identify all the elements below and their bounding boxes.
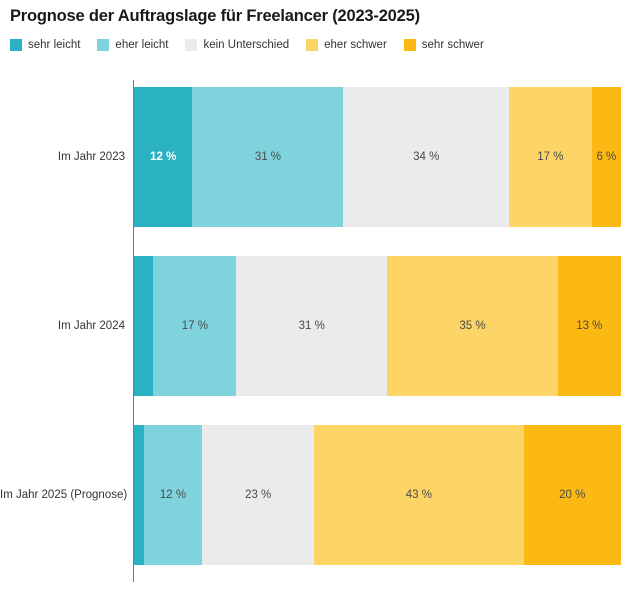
bar-segment: 35 % (387, 256, 558, 396)
bar-value-label: 17 % (181, 320, 208, 332)
bar-value-label: 31 % (298, 320, 325, 332)
category-label: Im Jahr 2025 (Prognose) (0, 489, 128, 501)
bar-segment: 23 % (202, 425, 315, 565)
bar-rows: Im Jahr 2023 12 % 31 % 34 % 17 % 6 % Im Jahr 2… (0, 87, 640, 594)
bar-value-label: 23 % (245, 489, 272, 501)
legend-label: eher leicht (115, 39, 169, 51)
chart-row: Im Jahr 2024 17 % 31 % 35 % 13 % (0, 256, 640, 396)
legend-item: kein Unterschied (185, 39, 289, 51)
bar-segment: 43 % (314, 425, 524, 565)
bar-value-label: 20 % (559, 489, 586, 501)
legend-swatch (10, 39, 22, 51)
bar-value-label: 6 % (596, 151, 617, 163)
legend-item: sehr leicht (10, 39, 80, 51)
bar-segment: 20 % (523, 425, 621, 565)
bar-stack: 17 % 31 % 35 % 13 % (134, 256, 621, 396)
bar-segment: 13 % (557, 256, 621, 396)
chart-row: Im Jahr 2025 (Prognose) 12 % 23 % 43 % 20 % (0, 425, 640, 565)
bar-segment: 17 % (153, 256, 237, 396)
legend-item: eher schwer (306, 39, 387, 51)
bar-segment: 12 % (143, 425, 203, 565)
bar-value-label: 31 % (254, 151, 282, 163)
bar-segment: 6 % (591, 87, 621, 227)
bar-value-label: 35 % (459, 320, 486, 332)
bar-segment: 31 % (192, 87, 344, 227)
bar-value-label: 12 % (150, 151, 177, 163)
chart-row: Im Jahr 2023 12 % 31 % 34 % 17 % 6 % (0, 87, 640, 227)
legend-item: sehr schwer (403, 39, 484, 51)
category-label: Im Jahr 2023 (57, 151, 125, 163)
legend-swatch (97, 39, 110, 51)
legend-label: kein Unterschied (203, 39, 290, 51)
legend-swatch (306, 39, 319, 51)
legend-label: sehr schwer (421, 39, 484, 51)
bar-segment (134, 256, 154, 396)
bar-value-label: 43 % (405, 489, 432, 501)
bar-value-label: 13 % (576, 320, 603, 332)
legend: sehr leicht eher leicht kein Unterschied eh… (10, 39, 484, 51)
bar-segment: 17 % (508, 87, 592, 227)
chart-title: Prognose der Auftragslage für Freelancer… (10, 7, 420, 25)
bar-segment: 31 % (236, 256, 388, 396)
legend-item: eher leicht (97, 39, 168, 51)
legend-label: eher schwer (324, 39, 387, 51)
legend-swatch (185, 39, 198, 51)
bar-segment (134, 425, 144, 565)
legend-swatch (403, 39, 416, 51)
legend-label: sehr leicht (28, 39, 81, 51)
category-label: Im Jahr 2024 (57, 320, 125, 332)
bar-stack: 12 % 23 % 43 % 20 % (134, 425, 621, 565)
y-axis-line (132, 80, 134, 582)
bar-value-label: 12 % (159, 489, 187, 501)
bar-stack: 12 % 31 % 34 % 17 % 6 % (134, 87, 621, 227)
bar-segment: 12 % (134, 87, 193, 227)
bar-value-label: 34 % (413, 151, 440, 163)
bar-value-label: 17 % (537, 151, 564, 163)
bar-segment: 34 % (343, 87, 509, 227)
